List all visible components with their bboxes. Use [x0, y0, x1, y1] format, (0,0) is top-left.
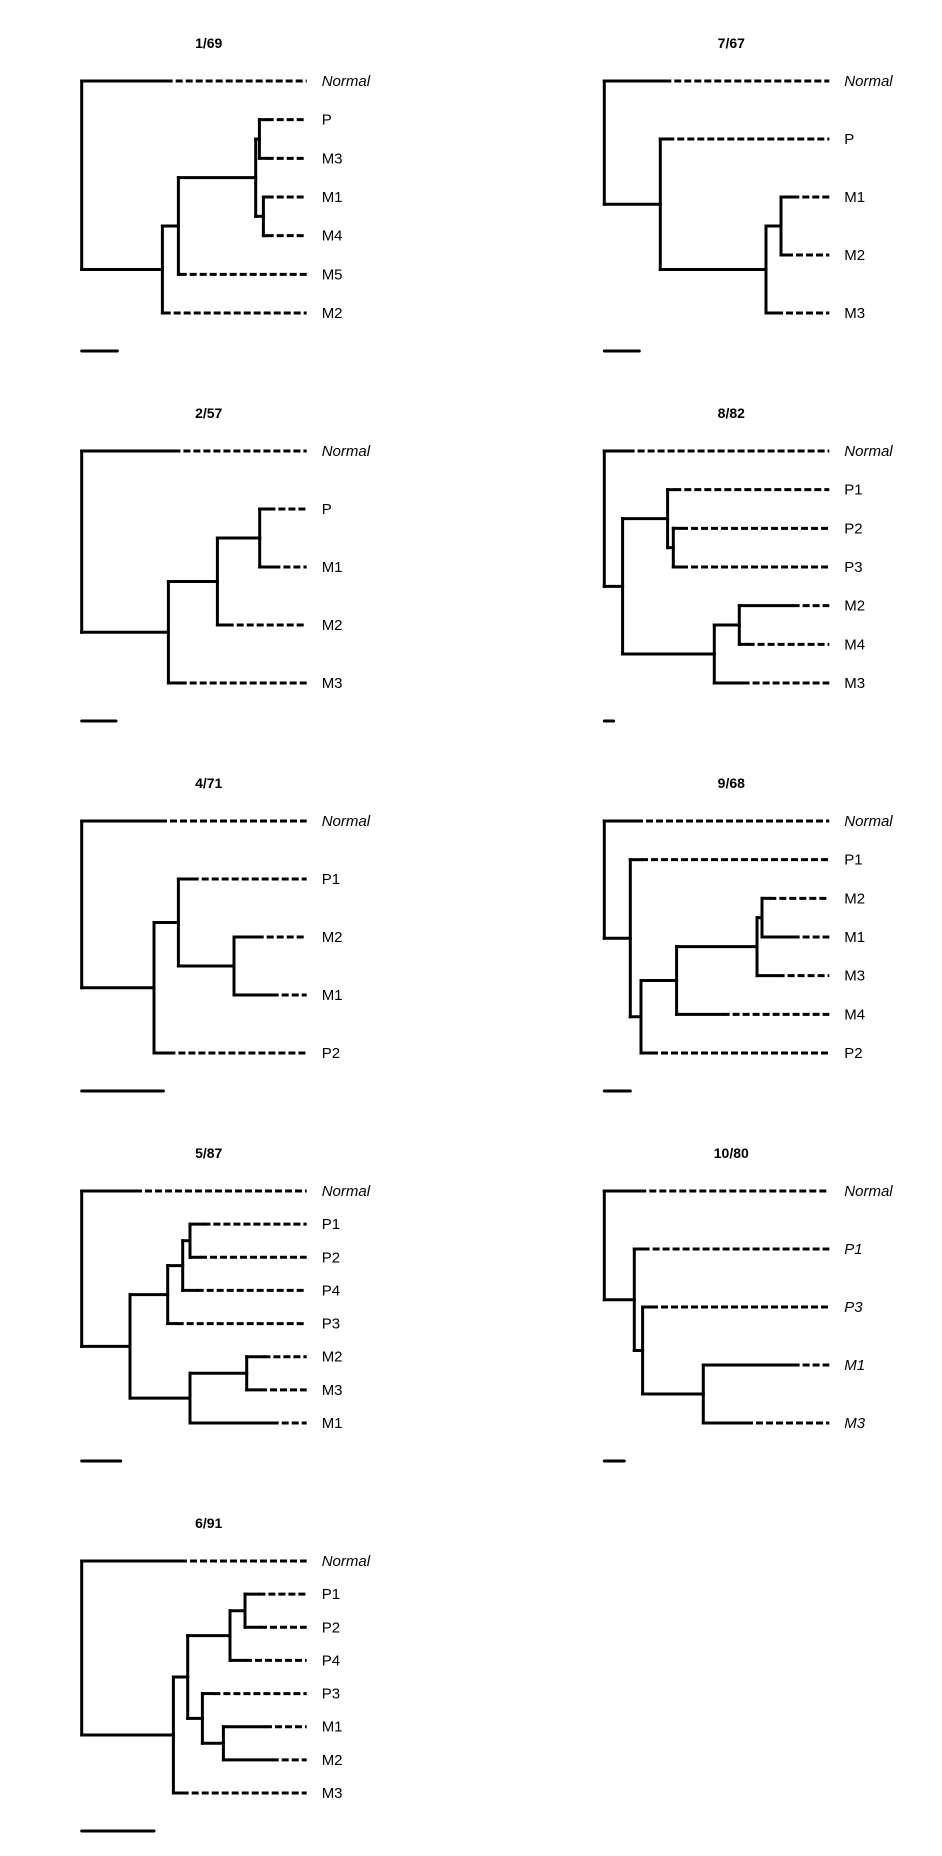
- tip-label-m2: M2: [322, 929, 343, 946]
- tip-label-p2: P2: [844, 520, 862, 537]
- tree-panel: 10/80 Normal P1 P3 M1 M3: [602, 1145, 893, 1463]
- tip-label-p3: P3: [322, 1316, 340, 1333]
- tip-label-normal: Normal: [322, 443, 371, 460]
- tree-panel: 7/67 Normal P M1 M2 M3: [602, 35, 893, 353]
- tip-label-m1: M1: [322, 1719, 343, 1736]
- tip-label-p1: P1: [322, 871, 340, 888]
- tip-label-p1: P1: [322, 1586, 340, 1603]
- tip-label-m2: M2: [322, 617, 343, 634]
- tip-label-p2: P2: [322, 1045, 340, 1062]
- tip-label-m4: M4: [844, 1006, 865, 1023]
- tip-label-p2: P2: [844, 1045, 862, 1062]
- panel-title: 9/68: [718, 775, 745, 791]
- tip-label-m2: M2: [322, 1349, 343, 1366]
- tree-panel: 2/57 Normal P M1 M2 M3: [80, 405, 371, 723]
- tip-label-m1: M1: [322, 1415, 343, 1432]
- tree-panel: 9/68 Normal P1 M2 M1 M3 M4 P2: [602, 775, 893, 1093]
- tip-label-p2: P2: [322, 1249, 340, 1266]
- panel-title: 6/91: [195, 1515, 222, 1531]
- tip-label-m1: M1: [322, 987, 343, 1004]
- tree-panel: 1/69 Normal P M3 M1 M4 M5 M2: [80, 35, 371, 353]
- panel-title: 5/87: [195, 1145, 222, 1161]
- tip-label-p4: P4: [322, 1652, 340, 1669]
- tip-label-normal: Normal: [844, 813, 893, 830]
- tip-label-p: P: [322, 112, 332, 129]
- tip-label-m4: M4: [322, 228, 343, 245]
- tree-panel: 8/82 Normal P1 P2 P3 M2 M4 M3: [602, 405, 893, 723]
- tip-label-m3: M3: [844, 1415, 865, 1432]
- tip-label-m3: M3: [322, 1785, 343, 1802]
- tip-label-p3: P3: [844, 1299, 863, 1316]
- panel-title: 4/71: [195, 775, 222, 791]
- tip-label-m3: M3: [322, 1382, 343, 1399]
- tree-panel: 4/71 Normal P1 M2 M1 P2: [80, 775, 371, 1093]
- tip-label-normal: Normal: [844, 1183, 893, 1200]
- tip-label-p1: P1: [322, 1216, 340, 1233]
- tip-label-normal: Normal: [322, 1553, 371, 1570]
- tip-label-m5: M5: [322, 266, 343, 283]
- tip-label-p3: P3: [844, 559, 862, 576]
- tip-label-normal: Normal: [322, 73, 371, 90]
- tip-label-p1: P1: [844, 1241, 862, 1258]
- tip-label-normal: Normal: [844, 73, 893, 90]
- tip-label-m3: M3: [844, 675, 865, 692]
- tip-label-m2: M2: [322, 305, 343, 322]
- tip-label-p: P: [844, 131, 854, 148]
- tip-label-m2: M2: [844, 890, 865, 907]
- tip-label-m2: M2: [322, 1752, 343, 1769]
- tip-label-normal: Normal: [322, 1183, 371, 1200]
- tip-label-m2: M2: [844, 247, 865, 264]
- panel-title: 7/67: [718, 35, 745, 51]
- tip-label-p4: P4: [322, 1282, 340, 1299]
- tree-panel: 5/87 Normal P1 P2 P4 P3 M2 M3 M1: [80, 1145, 371, 1463]
- tip-label-m4: M4: [844, 636, 865, 653]
- tip-label-m1: M1: [322, 189, 343, 206]
- tip-label-normal: Normal: [844, 443, 893, 460]
- tip-label-m3: M3: [844, 968, 865, 985]
- tip-label-m3: M3: [844, 305, 865, 322]
- panel-title: 10/80: [714, 1145, 749, 1161]
- tip-label-p3: P3: [322, 1686, 340, 1703]
- tip-label-p: P: [322, 501, 332, 518]
- tip-label-m3: M3: [322, 675, 343, 692]
- tip-label-m1: M1: [844, 1357, 865, 1374]
- tip-label-p2: P2: [322, 1619, 340, 1636]
- tip-label-m3: M3: [322, 150, 343, 167]
- tip-label-m1: M1: [844, 929, 865, 946]
- panel-title: 1/69: [195, 35, 222, 51]
- tip-label-p1: P1: [844, 852, 862, 869]
- tip-label-m1: M1: [322, 559, 343, 576]
- tip-label-normal: Normal: [322, 813, 371, 830]
- panel-title: 2/57: [195, 405, 222, 421]
- tip-label-m1: M1: [844, 189, 865, 206]
- tree-panel: 6/91 Normal P1 P2 P4 P3 M1 M2 M3: [80, 1515, 371, 1833]
- tip-label-p1: P1: [844, 482, 862, 499]
- panel-title: 8/82: [718, 405, 745, 421]
- tip-label-m2: M2: [844, 598, 865, 615]
